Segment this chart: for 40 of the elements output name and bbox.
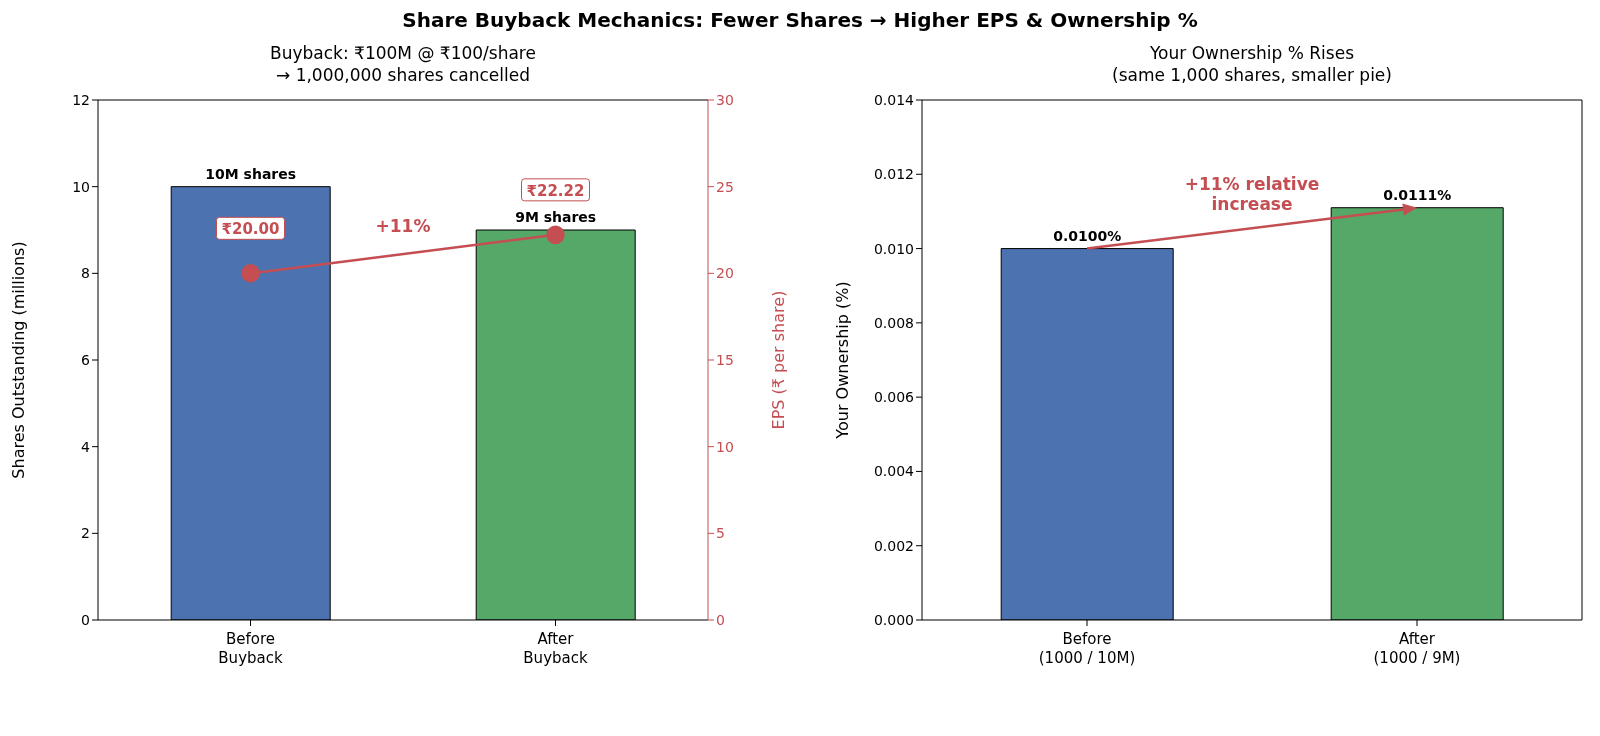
y-tick-label: 0.012: [873, 166, 914, 183]
x-tick-label: Before (1000 / 10M): [1038, 630, 1136, 667]
data-label: 10M shares: [205, 165, 297, 182]
y2-tick-label: 10: [716, 438, 734, 455]
y-axis-title: Shares Outstanding (millions): [8, 241, 28, 479]
data-label: 0.0100%: [1053, 227, 1122, 244]
x-tick-label: Before Buyback: [218, 630, 283, 667]
y-tick-label: 0.008: [873, 314, 914, 331]
y2-axis-title: EPS (₹ per share): [768, 290, 788, 430]
data-label: 9M shares: [515, 209, 597, 225]
data-label: ₹20.00: [221, 220, 280, 239]
data-label: ₹22.22: [526, 181, 585, 200]
y2-tick-label: 15: [716, 351, 734, 368]
y-tick-label: 10: [72, 178, 90, 195]
x-tick-label: After Buyback: [523, 630, 588, 667]
y-tick-label: 2: [81, 525, 90, 542]
y2-tick-label: 25: [716, 178, 734, 195]
chart-title: Your Ownership % Rises (same 1,000 shares, smaller pie): [1111, 42, 1393, 87]
y-tick-label: 8: [81, 265, 90, 282]
annotation: +11%: [375, 216, 431, 237]
y2-tick-label: 0: [716, 611, 725, 628]
y-tick-label: 0.002: [873, 537, 914, 554]
y-tick-label: 0.014: [873, 91, 915, 108]
y-tick-label: 0.010: [873, 240, 914, 257]
y-tick-label: 0.000: [873, 611, 914, 628]
chart-title: Buyback: ₹100M @ ₹100/share → 1,000,000 shares cancelled: [269, 42, 537, 87]
y-tick-label: 6: [81, 351, 91, 368]
y-tick-label: 0.006: [873, 389, 915, 406]
y2-tick-label: 20: [716, 265, 734, 282]
y-axis-title: Your Ownership (%): [832, 281, 852, 440]
y2-tick-label: 5: [716, 525, 725, 542]
y-tick-label: 4: [81, 438, 91, 455]
annotation: +11% relative increase: [1184, 174, 1320, 215]
x-tick-label: After (1000 / 9M): [1373, 630, 1461, 667]
text: Share Buyback Mechanics: Fewer Shares → Higher EPS & Ownership %: [401, 8, 1199, 34]
data-label: 0.0111%: [1383, 186, 1452, 203]
y-tick-label: 0.004: [873, 463, 915, 480]
y-tick-label: 0: [81, 611, 90, 628]
y2-tick-label: 30: [716, 91, 734, 108]
y-tick-label: 12: [72, 91, 90, 108]
